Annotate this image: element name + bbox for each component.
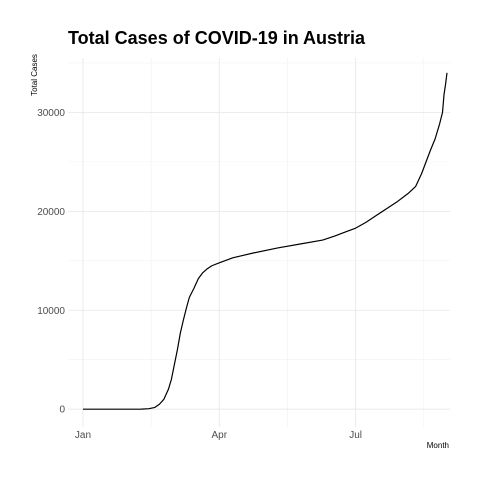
grid <box>68 58 450 427</box>
y-tick-label: 10000 <box>37 306 65 317</box>
x-tick-labels: Jan Apr Jul <box>75 430 362 441</box>
y-tick-label: 30000 <box>37 108 65 119</box>
chart-title: Total Cases of COVID-19 in Austria <box>68 28 366 48</box>
y-tick-label: 0 <box>59 405 65 416</box>
x-tick-label: Apr <box>212 430 228 441</box>
x-tick-label: Jan <box>75 430 91 441</box>
x-axis-title: Month <box>427 441 449 450</box>
y-axis-title: Total Cases <box>30 54 39 96</box>
x-tick-label: Jul <box>349 430 362 441</box>
y-tick-labels: 0 10000 20000 30000 <box>37 108 65 416</box>
series-layer <box>82 72 448 410</box>
series-line <box>82 72 448 410</box>
y-tick-label: 20000 <box>37 207 65 218</box>
